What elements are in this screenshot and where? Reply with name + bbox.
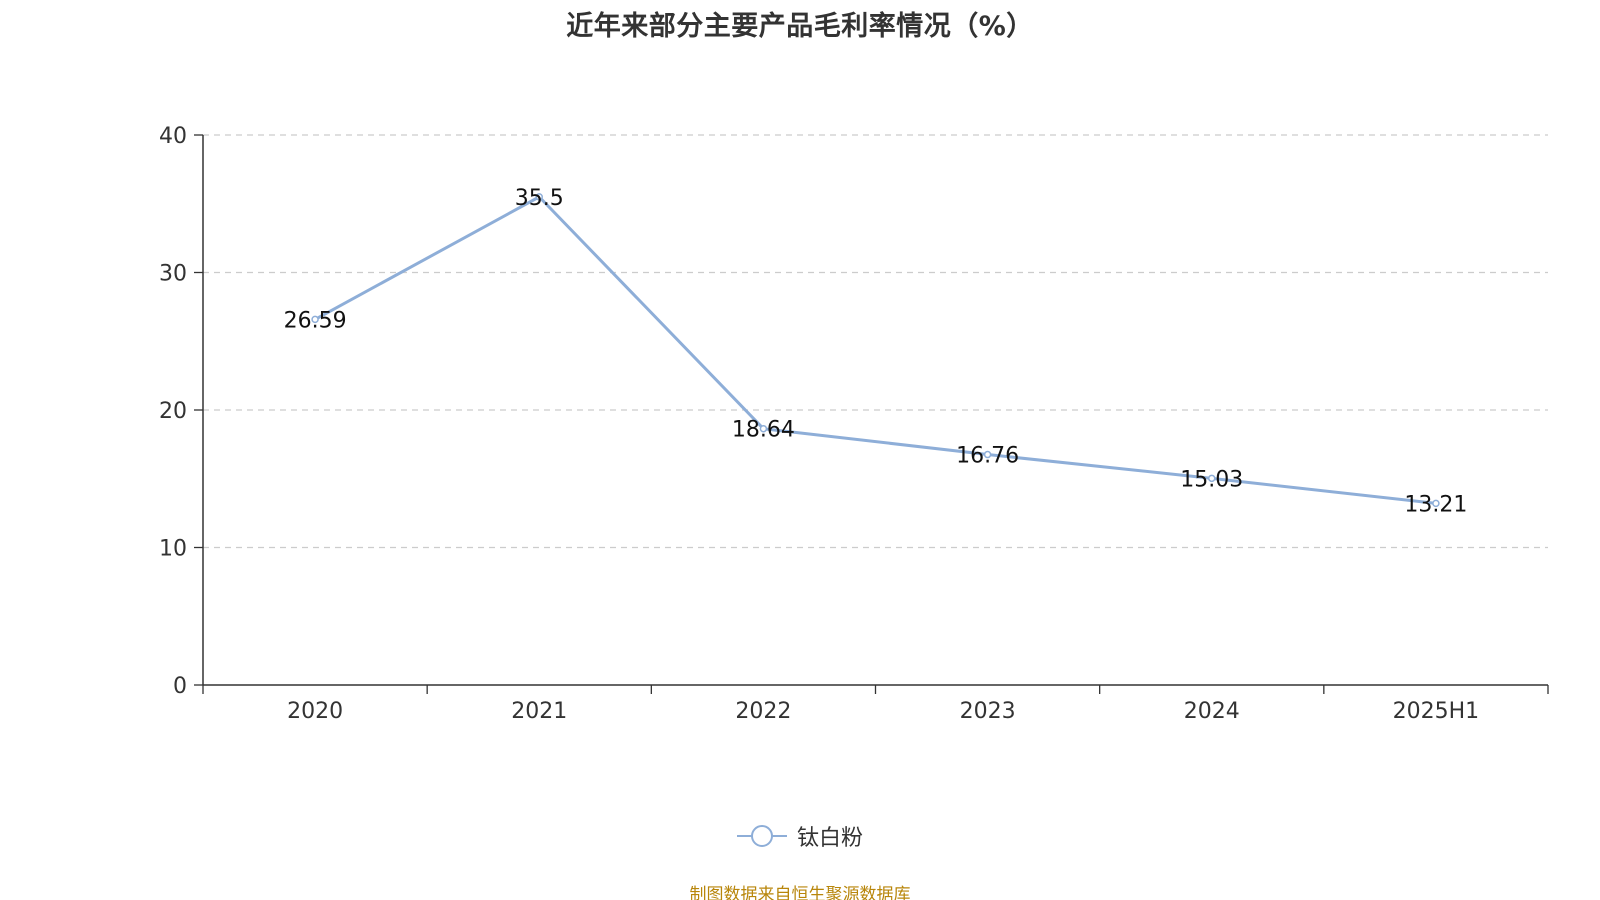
y-tick-label: 10	[159, 537, 187, 562]
x-tick-label: 2020	[287, 699, 343, 724]
x-tick-label: 2024	[1184, 699, 1240, 724]
data-label: 35.5	[515, 186, 564, 211]
y-tick-label: 0	[173, 674, 187, 699]
data-point	[983, 450, 992, 459]
x-tick-label: 2025H1	[1393, 699, 1480, 724]
data-label: 26.59	[284, 308, 347, 333]
chart-title: 近年来部分主要产品毛利率情况（%）	[566, 11, 1034, 42]
data-label: 18.64	[732, 418, 795, 443]
data-label: 16.76	[956, 444, 1019, 469]
x-tick-label: 2022	[735, 699, 791, 724]
axes: 0 10 20 30 40 2020 2021 2022 2023 2024 2025H1	[159, 124, 1549, 724]
x-tick-label: 2021	[511, 699, 567, 724]
series-line	[311, 193, 1440, 508]
data-point	[1432, 499, 1440, 508]
y-tick-label: 30	[159, 262, 187, 287]
source-note: 制图数据来自恒生聚源数据库	[689, 885, 911, 900]
legend[interactable]: 钛白粉	[0, 820, 1600, 852]
legend-line-circle-icon	[736, 825, 787, 847]
data-label: 15.03	[1180, 467, 1243, 492]
data-labels: 26.59 35.5 18.64 16.76 15.03 13.21	[284, 186, 1468, 517]
x-tick-label: 2023	[960, 699, 1016, 724]
series-line	[314, 195, 1437, 505]
data-point	[1208, 474, 1216, 483]
data-point	[311, 315, 319, 324]
data-label: 13.21	[1404, 492, 1467, 517]
y-tick-label: 20	[159, 399, 187, 424]
data-point	[759, 424, 768, 433]
legend-label: 钛白粉	[796, 826, 863, 851]
grid-lines	[203, 134, 1548, 549]
y-tick-label: 40	[159, 124, 187, 149]
data-point	[535, 193, 543, 201]
